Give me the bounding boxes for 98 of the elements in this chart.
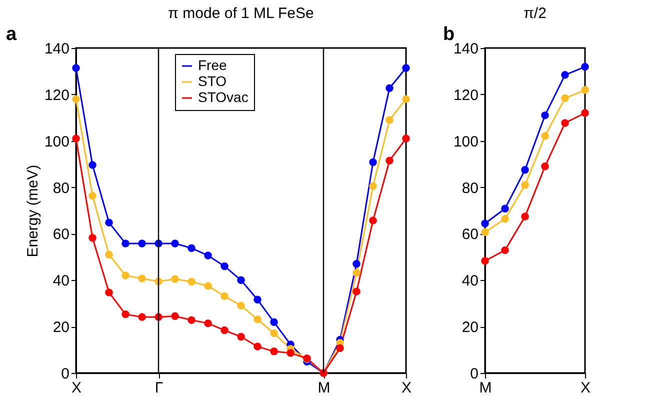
point	[254, 342, 262, 350]
point	[88, 234, 96, 242]
chart-title: π mode of 1 ML FeSe	[168, 5, 314, 22]
point	[122, 310, 130, 318]
point	[171, 240, 179, 248]
point	[122, 272, 130, 280]
point	[105, 218, 113, 226]
point	[352, 268, 360, 277]
point	[386, 156, 394, 164]
y-tick-label: 20	[52, 319, 70, 336]
point	[581, 86, 589, 94]
y-tick-label: 80	[462, 180, 478, 197]
point	[254, 296, 262, 304]
point	[501, 246, 509, 254]
y-tick-label: 80	[52, 180, 70, 197]
point	[352, 288, 360, 296]
point	[386, 84, 394, 92]
point	[138, 274, 146, 282]
point	[237, 276, 245, 284]
y-tick-label: 40	[52, 272, 70, 290]
point	[402, 134, 410, 142]
point	[188, 278, 196, 286]
point	[481, 257, 489, 265]
chart-title: π/2	[524, 5, 546, 22]
text: b	[443, 24, 455, 45]
point	[521, 212, 529, 220]
point	[88, 192, 96, 200]
point	[188, 316, 196, 324]
point	[171, 312, 179, 320]
y-tick-label: 140	[453, 40, 478, 58]
point	[501, 204, 509, 213]
point	[369, 182, 377, 190]
point	[561, 71, 569, 79]
point	[220, 262, 228, 270]
x-tick-label: X	[401, 380, 412, 396]
point	[72, 134, 80, 142]
point	[105, 250, 113, 258]
point	[561, 119, 569, 127]
x-tick-label: M	[479, 380, 492, 396]
point	[220, 326, 228, 334]
point	[88, 161, 96, 169]
point	[270, 329, 278, 338]
point	[204, 282, 212, 290]
point	[72, 95, 80, 103]
y-tick-label: 100	[453, 133, 478, 150]
point	[204, 252, 212, 260]
point	[541, 132, 549, 140]
point	[105, 288, 113, 296]
point	[501, 214, 509, 223]
x-tick-label: X	[580, 380, 591, 396]
y-tick-label: 60	[462, 226, 478, 244]
y-tick-label: 0	[470, 366, 478, 382]
point	[481, 220, 489, 228]
y-tick-label: 100	[44, 133, 70, 150]
point	[138, 313, 146, 321]
legend-label: Free	[198, 57, 227, 73]
point	[369, 216, 377, 224]
point	[541, 162, 549, 170]
point	[352, 260, 360, 268]
point	[286, 349, 294, 357]
point	[220, 292, 228, 300]
point	[188, 244, 196, 252]
point	[402, 95, 410, 103]
point	[254, 316, 262, 324]
y-tick-label: 0	[61, 366, 70, 382]
point	[581, 109, 589, 117]
point	[204, 319, 212, 328]
point	[521, 166, 529, 174]
y-tick-label: 60	[52, 226, 70, 244]
point	[237, 302, 245, 310]
y-tick-label: 120	[453, 86, 478, 104]
legend-label: STO	[198, 73, 227, 89]
point	[402, 64, 410, 72]
x-tick-label: M	[318, 380, 330, 396]
point	[122, 240, 130, 248]
point	[481, 228, 489, 236]
x-tick-label: X	[71, 380, 82, 396]
point	[386, 116, 394, 124]
y-tick-label: 140	[44, 40, 70, 58]
y-tick-label: 120	[44, 86, 70, 104]
text: a	[6, 24, 17, 45]
y-tick-label: 40	[462, 272, 478, 290]
point	[138, 240, 146, 248]
x-tick-label: Γ	[154, 380, 164, 396]
legend-label: STOvac	[198, 89, 248, 105]
point	[581, 62, 589, 71]
point	[270, 318, 278, 326]
point	[336, 344, 344, 352]
point	[72, 64, 80, 72]
point	[561, 94, 569, 102]
y-tick-label: 20	[462, 319, 478, 336]
point	[171, 275, 179, 283]
point	[270, 348, 278, 356]
point	[237, 332, 245, 341]
point	[521, 181, 529, 189]
point	[541, 111, 549, 120]
y-axis-title: Energy (meV)	[24, 164, 42, 258]
point	[369, 158, 377, 166]
